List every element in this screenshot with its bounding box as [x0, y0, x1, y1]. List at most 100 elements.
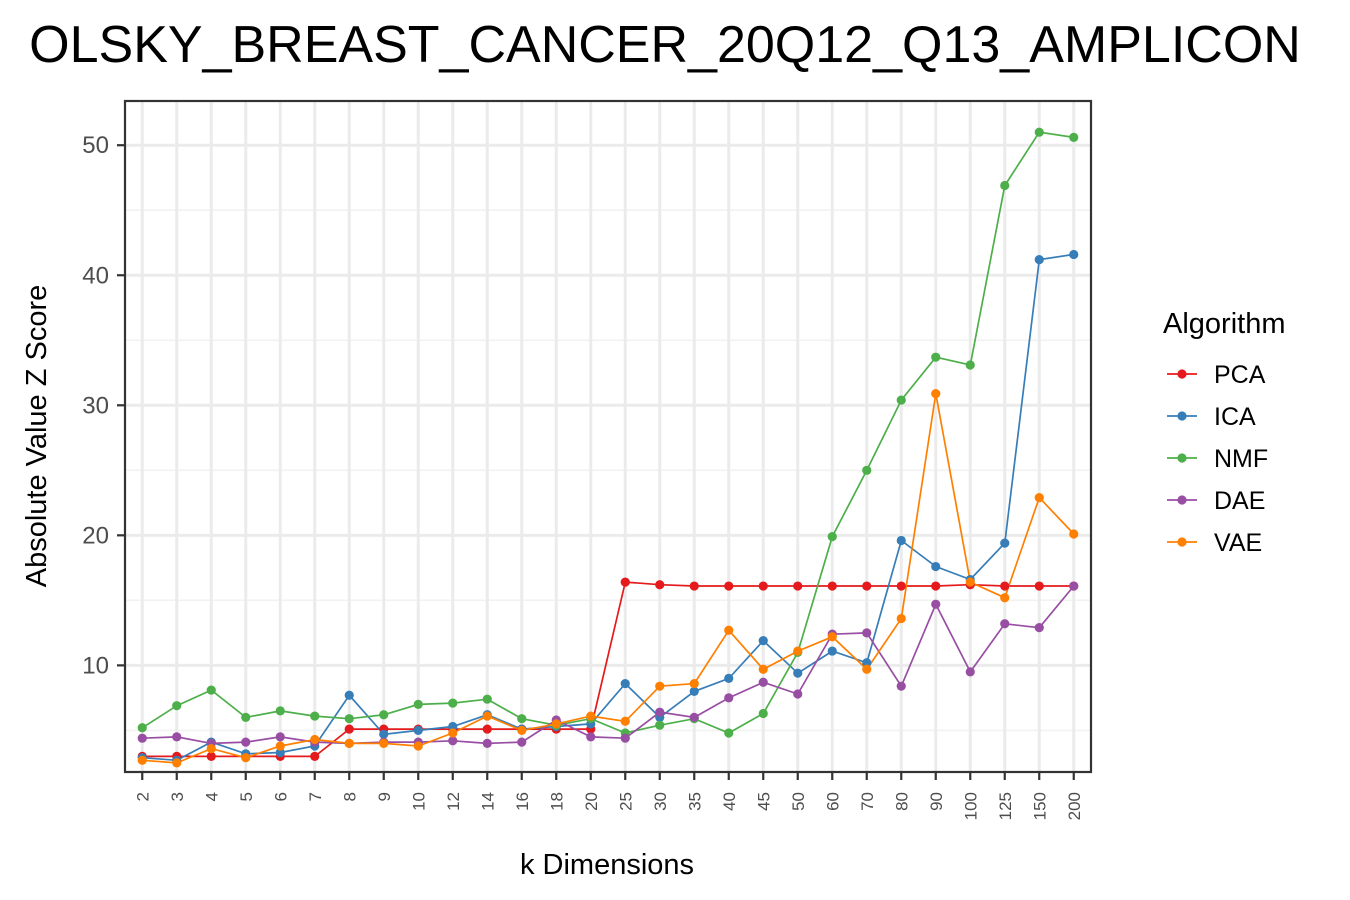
- data-point-dae: [1034, 623, 1044, 633]
- data-point-ica: [931, 561, 941, 572]
- data-point-vae: [724, 625, 734, 635]
- data-point-nmf: [137, 723, 147, 733]
- x-tick-label: 70: [858, 792, 877, 811]
- x-tick-label: 10: [409, 792, 428, 811]
- plot-border: [123, 99, 1093, 774]
- legend-title: Algorithm: [1163, 308, 1286, 340]
- data-point-pca: [620, 577, 630, 587]
- y-tick-label: 40: [82, 262, 109, 289]
- data-point-nmf: [172, 701, 182, 711]
- data-point-pca: [724, 581, 734, 591]
- data-point-dae: [620, 733, 630, 743]
- series-line-vae: [142, 393, 1075, 764]
- x-tick-label: 25: [616, 792, 635, 811]
- x-tick-label: 12: [444, 792, 463, 811]
- data-point-vae: [206, 743, 216, 754]
- x-tick-label: 35: [685, 792, 704, 811]
- data-point-pca: [827, 581, 837, 591]
- data-point-vae: [827, 632, 837, 642]
- x-tick-label: 5: [237, 792, 256, 801]
- data-point-ica: [413, 725, 423, 735]
- data-point-nmf: [379, 710, 389, 720]
- legend-label-pca: PCA: [1214, 361, 1266, 389]
- y-axis-title: Absolute Value Z Score: [21, 285, 53, 588]
- data-point-nmf: [206, 685, 216, 695]
- x-tick-label: 80: [892, 792, 911, 811]
- data-point-vae: [275, 741, 285, 751]
- x-tick-label: 9: [375, 792, 394, 801]
- x-tick-label: 18: [547, 792, 566, 811]
- data-point-dae: [1069, 581, 1079, 591]
- data-point-pca: [482, 724, 492, 734]
- data-point-nmf: [482, 694, 492, 704]
- legend-label-vae: VAE: [1214, 529, 1262, 557]
- data-point-dae: [655, 707, 665, 717]
- data-point-ica: [862, 658, 872, 668]
- data-point-vae: [689, 678, 699, 689]
- data-point-vae: [965, 577, 975, 587]
- x-tick-label: 100: [961, 792, 980, 820]
- data-point-nmf: [758, 708, 768, 719]
- data-point-vae: [482, 711, 492, 721]
- series-line-ica: [142, 253, 1074, 762]
- data-point-vae: [655, 681, 665, 691]
- data-point-vae: [1034, 493, 1044, 503]
- x-tick-label: 60: [823, 792, 842, 811]
- data-point-nmf: [517, 714, 527, 724]
- data-point-dae: [724, 693, 734, 703]
- data-point-vae: [172, 758, 182, 768]
- data-point-nmf: [344, 714, 354, 724]
- data-point-vae: [586, 711, 596, 721]
- data-point-pca: [896, 581, 906, 591]
- x-tick-label: 8: [340, 792, 359, 801]
- data-point-vae: [379, 738, 389, 748]
- series-line-pca: [142, 581, 1074, 758]
- data-point-pca: [793, 581, 803, 591]
- data-point-dae: [1000, 619, 1010, 629]
- x-tick-label: 3: [168, 792, 187, 801]
- data-point-vae: [413, 741, 423, 751]
- data-point-ica: [1034, 255, 1044, 265]
- legend-marker-vae: [1177, 537, 1187, 547]
- x-tick-label: 150: [1030, 792, 1049, 820]
- data-point-nmf: [241, 712, 251, 722]
- data-point-ica: [379, 729, 389, 739]
- x-tick-label: 16: [513, 792, 532, 811]
- data-point-nmf: [1000, 180, 1010, 191]
- y-tick-label: 10: [82, 652, 109, 679]
- legend-marker-dae: [1177, 495, 1187, 505]
- data-point-pca: [689, 581, 699, 591]
- x-tick-label: 7: [306, 792, 325, 801]
- legend-marker-ica: [1177, 411, 1187, 421]
- data-point-vae: [137, 755, 147, 765]
- legend-marker-pca: [1177, 369, 1187, 379]
- x-tick-label: 90: [927, 792, 946, 811]
- x-tick-label: 45: [754, 792, 773, 811]
- data-point-nmf: [896, 395, 906, 405]
- data-point-dae: [862, 628, 872, 638]
- data-point-vae: [344, 738, 354, 748]
- legend-marker-nmf: [1177, 453, 1187, 463]
- data-point-nmf: [724, 728, 734, 738]
- data-point-nmf: [965, 360, 975, 370]
- x-tick-label: 14: [478, 792, 497, 811]
- data-point-vae: [310, 734, 320, 745]
- data-point-dae: [758, 677, 768, 687]
- data-point-vae: [758, 664, 768, 674]
- y-tick-label: 20: [82, 522, 109, 549]
- data-point-vae: [448, 728, 458, 738]
- data-point-ica: [793, 668, 803, 678]
- data-point-vae: [241, 753, 251, 763]
- data-point-dae: [965, 667, 975, 677]
- series-line-nmf: [141, 131, 1074, 734]
- data-point-ica: [275, 747, 285, 758]
- data-point-ica: [827, 646, 837, 656]
- data-point-dae: [448, 736, 458, 746]
- data-point-nmf: [862, 465, 872, 475]
- data-point-pca: [1034, 581, 1044, 591]
- data-point-nmf: [275, 706, 285, 716]
- chart-title: OLSKY_BREAST_CANCER_20Q12_Q13_AMPLICON: [29, 16, 1301, 74]
- data-point-pca: [655, 580, 665, 590]
- y-tick-label: 50: [82, 132, 109, 159]
- data-point-nmf: [1069, 132, 1079, 143]
